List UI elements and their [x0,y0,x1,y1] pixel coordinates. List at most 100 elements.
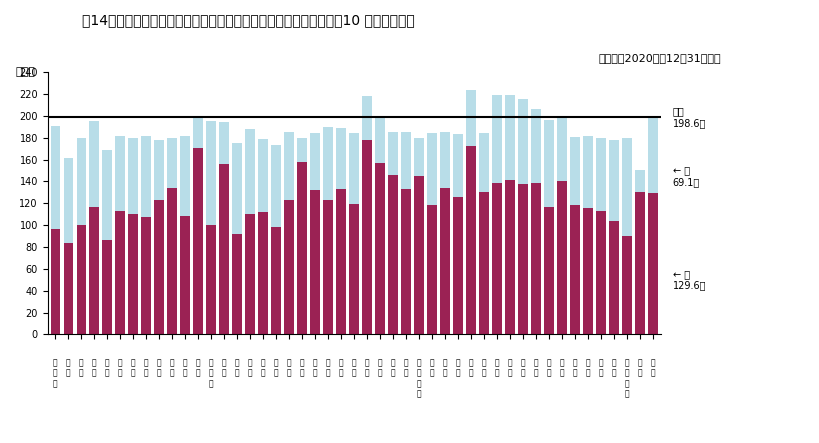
Bar [245,129,255,214]
Bar [180,216,190,334]
Bar [193,117,203,148]
Text: 宮
崎: 宮 崎 [611,358,616,378]
Bar [453,134,463,197]
Text: 熊
本: 熊 本 [586,358,590,378]
Bar [466,89,476,147]
Bar [570,136,579,206]
Bar [89,121,99,206]
Bar [167,188,177,334]
Bar [323,127,333,200]
Text: 長
崎: 長 崎 [572,358,577,378]
Text: 山
口: 山 口 [482,358,486,378]
Bar [531,183,541,334]
Bar [557,182,567,334]
Text: 富
山: 富 山 [235,358,239,378]
Text: 静
岡: 静 岡 [313,358,317,378]
Bar [76,225,86,334]
Bar [362,96,372,140]
Bar [142,218,151,334]
Bar [427,133,437,206]
Bar [349,204,359,334]
Bar [271,227,281,334]
Bar [336,128,346,189]
Text: 佐
賀: 佐 賀 [559,358,563,378]
Text: 岡
山: 岡 山 [455,358,460,378]
Text: 島
根: 島 根 [442,358,447,378]
Bar [284,200,294,334]
Text: 大
阪: 大 阪 [378,358,382,378]
Bar [414,138,423,176]
Bar [115,136,125,211]
Bar [193,148,203,334]
Bar [609,140,618,221]
Bar [518,183,527,334]
Text: 茨
城: 茨 城 [131,358,135,378]
Bar [232,143,242,234]
Bar [401,189,410,334]
Text: 沖
縄: 沖 縄 [637,358,642,378]
Text: 岩
手: 岩 手 [79,358,84,378]
Bar [595,211,605,334]
Text: 香
川: 香 川 [507,358,512,378]
Bar [232,234,242,334]
Text: 広
島: 広 島 [468,358,473,378]
Bar [544,206,554,334]
Text: 埼
玉: 埼 玉 [170,358,174,378]
Bar [271,145,281,227]
Text: 秋
田: 秋 田 [105,358,110,378]
Bar [129,214,138,334]
Bar [388,175,398,334]
Text: 宮
城: 宮 城 [92,358,97,378]
Bar [63,243,73,334]
Text: 山
梨: 山 梨 [274,358,278,378]
Text: 千
葉: 千 葉 [183,358,188,378]
Bar [491,183,501,334]
Bar [635,171,645,192]
Bar [544,120,554,206]
Text: 岐
阜: 岐 阜 [300,358,304,378]
Bar [258,139,268,212]
Bar [375,117,385,163]
Bar [310,190,319,334]
Text: 三
重: 三 重 [338,358,343,378]
Text: 徳
島: 徳 島 [495,358,499,378]
Text: 新
潟: 新 潟 [222,358,226,378]
Bar [51,229,60,334]
Bar [570,206,579,334]
Bar [557,116,567,182]
Text: 石
川: 石 川 [247,358,252,378]
Bar [323,200,333,334]
Bar [63,159,73,243]
Text: 滋
賀: 滋 賀 [351,358,356,378]
Bar [129,138,138,214]
Bar [297,162,307,334]
Text: 神
奈
川: 神 奈 川 [209,358,214,388]
Text: 愛
知: 愛 知 [326,358,330,378]
Bar [115,211,125,334]
Bar [414,176,423,334]
Text: ← 男
69.1人: ← 男 69.1人 [672,165,699,187]
Text: 京
都: 京 都 [364,358,369,378]
Bar [595,138,605,211]
Text: 北
海
道: 北 海 道 [53,358,57,388]
Text: 奈
良: 奈 良 [404,358,408,378]
Text: 和
山
歌
山: 和 山 歌 山 [416,358,421,399]
Bar [388,132,398,175]
Bar [154,140,164,200]
Bar [362,140,372,334]
Bar [89,206,99,334]
Bar [142,136,151,218]
Bar [102,150,112,241]
Bar [635,192,645,334]
Bar [310,133,319,190]
Bar [76,138,86,225]
Bar [622,236,631,334]
Bar [258,212,268,334]
Text: 群
馬: 群 馬 [157,358,161,378]
Bar [440,132,450,188]
Text: 図14　都道府県（従業地）別にみた薬局・医療施設に従事する人口10 万対薬剤師数: 図14 都道府県（従業地）別にみた薬局・医療施設に従事する人口10 万対薬剤師数 [82,13,414,27]
Text: 兵
庫: 兵 庫 [391,358,395,378]
Text: 東
京: 東 京 [196,358,201,378]
Bar [219,164,229,334]
Bar [206,225,216,334]
